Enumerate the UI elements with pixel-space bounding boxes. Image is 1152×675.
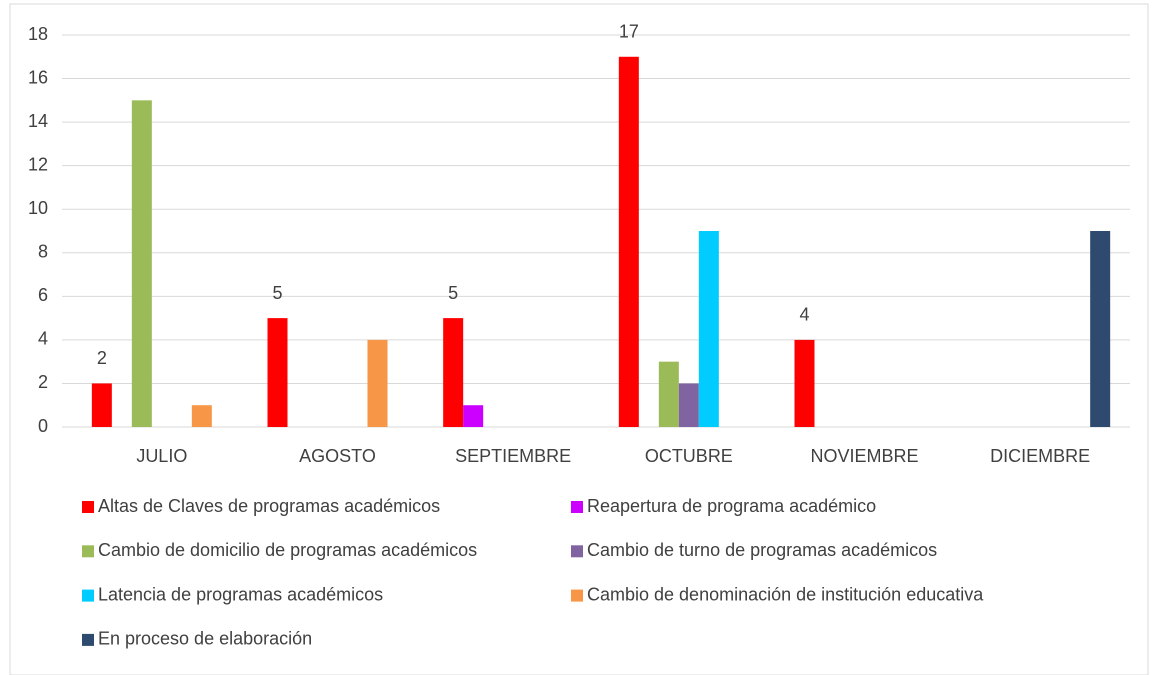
legend-label: Cambio de denominación de institución ed… [587, 584, 984, 604]
legend-swatch [82, 633, 94, 646]
bar [658, 361, 679, 427]
data-label: 5 [448, 283, 458, 303]
y-tick-label: 8 [38, 242, 48, 262]
x-tick-label: SEPTIEMBRE [455, 446, 571, 466]
x-tick-label: AGOSTO [299, 446, 376, 466]
bar [131, 100, 152, 427]
data-label: 2 [97, 348, 107, 368]
bar [367, 339, 388, 427]
legend-label: En proceso de elaboración [98, 629, 312, 649]
legend-label: Cambio de domicilio de programas académi… [98, 540, 477, 560]
data-label: 17 [619, 22, 639, 42]
x-tick-label: NOVIEMBRE [810, 446, 918, 466]
bar [91, 383, 112, 427]
y-tick-label: 2 [38, 372, 48, 392]
legend-label: Latencia de programas académicos [98, 584, 383, 604]
y-tick-label: 16 [28, 67, 48, 87]
bar [678, 383, 699, 427]
x-tick-label: JULIO [136, 446, 187, 466]
data-label: 5 [272, 283, 282, 303]
legend-swatch [571, 501, 583, 513]
y-tick-label: 10 [28, 198, 48, 218]
legend-label: Cambio de turno de programas académicos [587, 540, 937, 560]
x-tick-label: DICIEMBRE [990, 446, 1090, 466]
bar [443, 318, 464, 427]
y-tick-label: 12 [28, 154, 48, 174]
bar [1090, 231, 1111, 427]
legend-swatch [82, 589, 94, 602]
bar [794, 339, 815, 427]
legend-label: Reapertura de programa académico [587, 496, 876, 516]
legend-swatch [82, 501, 94, 513]
legend-swatch [571, 589, 583, 602]
y-tick-label: 4 [38, 329, 48, 349]
bar [698, 231, 719, 427]
y-tick-label: 14 [28, 111, 48, 131]
legend-swatch [82, 545, 94, 558]
y-tick-label: 6 [38, 285, 48, 305]
bar [463, 405, 484, 427]
legend-swatch [571, 545, 583, 558]
y-tick-label: 18 [28, 24, 48, 44]
legend-label: Altas de Claves de programas académicos [98, 496, 440, 516]
bar [618, 56, 639, 428]
data-label: 4 [799, 305, 809, 325]
bar [191, 405, 212, 427]
y-tick-label: 0 [38, 416, 48, 436]
x-tick-label: OCTUBRE [645, 446, 733, 466]
bar [267, 318, 288, 427]
